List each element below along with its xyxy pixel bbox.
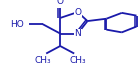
Text: O: O bbox=[57, 0, 64, 6]
Text: CH₃: CH₃ bbox=[69, 56, 86, 65]
Text: N: N bbox=[74, 29, 81, 38]
Text: O: O bbox=[74, 8, 81, 17]
Text: HO: HO bbox=[10, 20, 24, 29]
Text: CH₃: CH₃ bbox=[34, 56, 51, 65]
